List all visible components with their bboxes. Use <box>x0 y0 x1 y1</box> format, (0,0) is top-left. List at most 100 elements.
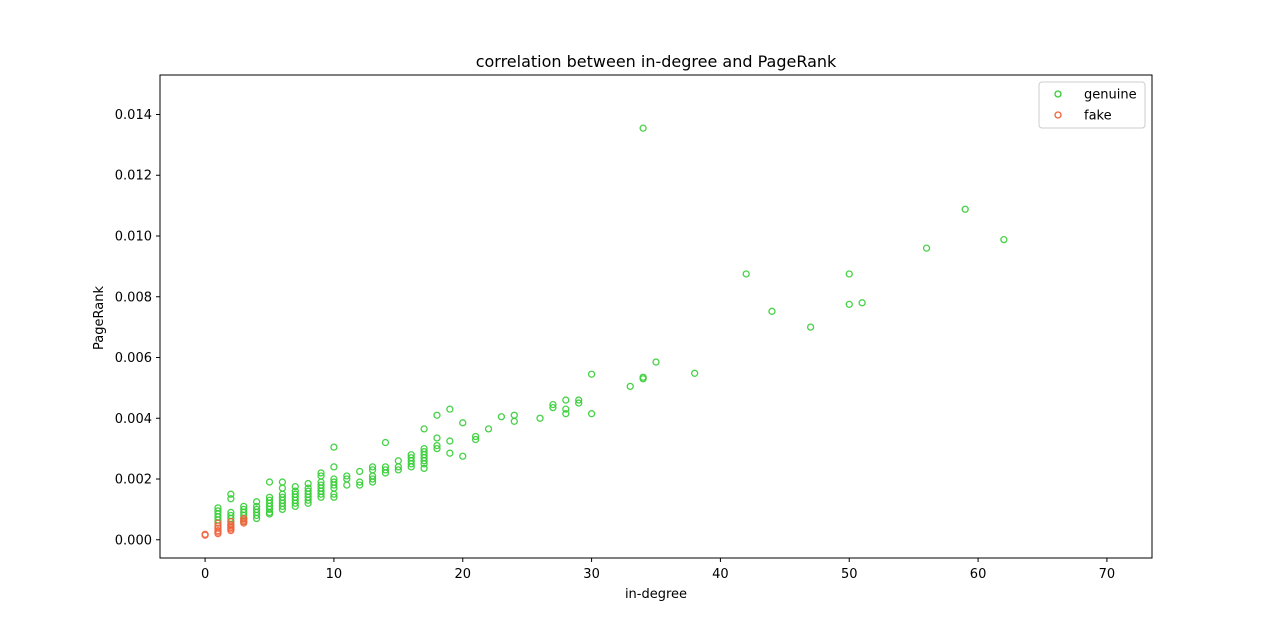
data-point-genuine <box>484 425 493 433</box>
data-point-genuine <box>252 498 261 506</box>
data-point-genuine <box>858 299 866 307</box>
data-point-genuine <box>420 460 428 468</box>
data-point-genuine <box>587 410 596 418</box>
y-tick-label: 0.008 <box>115 290 152 305</box>
data-point-genuine <box>497 413 506 421</box>
data-point-genuine <box>317 490 325 498</box>
legend-marker-fake <box>1054 111 1062 119</box>
data-point-genuine <box>252 511 261 520</box>
data-point-genuine <box>317 469 325 477</box>
data-point-genuine <box>652 358 660 366</box>
data-point-genuine <box>626 382 634 391</box>
data-point-fake <box>214 530 222 538</box>
x-tick-label: 0 <box>201 567 209 582</box>
y-tick-label: 0.014 <box>115 108 152 123</box>
y-tick-label: 0.002 <box>115 473 152 488</box>
y-tick-label: 0.006 <box>115 351 152 366</box>
data-point-genuine <box>575 399 583 407</box>
data-point-genuine <box>562 396 570 404</box>
data-point-genuine <box>356 467 364 476</box>
data-point-genuine <box>407 463 415 471</box>
data-point-genuine <box>356 478 364 486</box>
x-tick-label: 40 <box>712 567 729 582</box>
data-point-genuine <box>252 514 261 523</box>
data-point-genuine <box>330 443 338 451</box>
data-point-genuine <box>471 432 480 441</box>
data-point-genuine <box>549 400 557 409</box>
data-point-genuine <box>446 437 454 445</box>
data-point-genuine <box>961 205 969 213</box>
data-point-genuine <box>304 499 312 507</box>
x-tick-label: 10 <box>326 567 343 582</box>
legend-label-fake: fake <box>1084 109 1112 124</box>
data-point-genuine <box>317 493 325 501</box>
data-point-genuine <box>227 490 235 498</box>
data-point-genuine <box>343 481 351 489</box>
data-point-fake <box>227 527 235 535</box>
x-tick-label: 30 <box>583 567 600 582</box>
data-point-genuine <box>639 124 647 132</box>
data-point-genuine <box>368 463 377 471</box>
x-axis: 0 10 20 30 40 50 60 70 <box>201 558 1115 582</box>
x-tick-label: 50 <box>841 567 858 582</box>
data-point-genuine <box>227 495 235 503</box>
data-point-genuine <box>343 472 351 480</box>
data-point-genuine <box>575 396 583 404</box>
data-point-genuine <box>265 510 274 518</box>
data-point-genuine <box>330 490 338 498</box>
legend-label-genuine: genuine <box>1084 88 1137 103</box>
data-point-genuine <box>768 307 776 315</box>
data-point-genuine <box>433 444 441 453</box>
legend: genuine fake <box>1038 81 1146 129</box>
data-point-genuine <box>806 323 815 331</box>
data-point-genuine <box>394 463 402 471</box>
legend-box <box>1038 81 1146 129</box>
data-point-genuine <box>1000 235 1008 244</box>
data-point-genuine <box>433 441 441 450</box>
data-point-genuine <box>433 434 441 442</box>
data-point-genuine <box>381 466 390 474</box>
data-point-genuine <box>265 505 274 514</box>
data-point-genuine <box>562 410 570 418</box>
data-point-genuine <box>420 457 428 465</box>
data-point-genuine <box>510 417 518 425</box>
plot-frame <box>159 74 1153 559</box>
series-fake <box>201 514 248 539</box>
data-point-genuine <box>356 481 364 489</box>
points-layer <box>201 124 1008 539</box>
data-point-genuine <box>742 270 750 278</box>
legend-marker-genuine <box>1054 90 1062 98</box>
data-point-genuine <box>420 425 428 433</box>
x-tick-label: 20 <box>454 567 471 582</box>
data-point-genuine <box>446 405 454 413</box>
data-point-genuine <box>407 460 415 468</box>
data-point-genuine <box>368 475 377 483</box>
data-point-genuine <box>587 370 596 378</box>
x-tick-label: 70 <box>1099 567 1116 582</box>
data-point-genuine <box>562 405 570 413</box>
data-point-genuine <box>536 414 544 422</box>
y-axis-label: PageRank <box>92 286 107 350</box>
data-point-genuine <box>459 419 467 427</box>
data-point-genuine <box>433 411 441 419</box>
data-point-genuine <box>330 493 338 501</box>
y-tick-label: 0.010 <box>115 230 152 245</box>
data-point-genuine <box>845 300 853 308</box>
data-point-fake <box>201 531 209 539</box>
y-axis: 0.000 0.002 0.004 0.006 0.008 0.010 0.012 0.014 <box>115 108 160 548</box>
data-point-genuine <box>291 482 299 491</box>
data-point-genuine <box>394 466 402 474</box>
data-point-genuine <box>265 478 274 486</box>
y-tick-label: 0.012 <box>115 169 152 184</box>
data-point-genuine <box>459 452 467 460</box>
data-point-fake <box>240 519 248 527</box>
data-point-genuine <box>304 479 312 488</box>
data-point-genuine <box>381 469 390 477</box>
y-tick-label: 0.000 <box>115 533 152 548</box>
chart-title: correlation between in-degree and PageRa… <box>476 52 837 71</box>
data-point-genuine <box>278 505 287 514</box>
x-tick-label: 60 <box>970 567 987 582</box>
y-tick-label: 0.004 <box>115 412 152 427</box>
x-axis-label: in-degree <box>625 587 687 602</box>
